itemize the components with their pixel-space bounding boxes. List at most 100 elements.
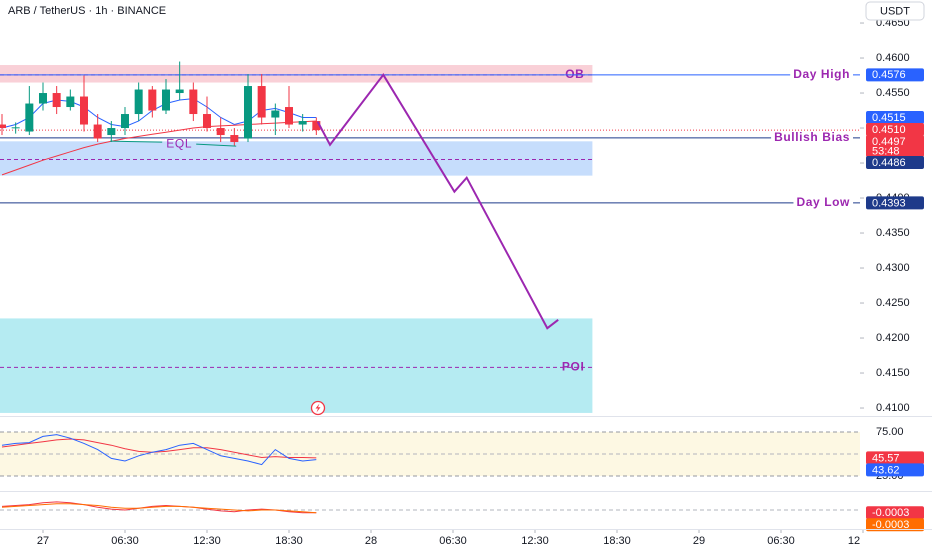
y-tick-label: 0.4150 bbox=[876, 367, 910, 379]
candle-body bbox=[107, 128, 116, 136]
x-tick-label: 28 bbox=[365, 535, 377, 547]
price-label-box bbox=[866, 123, 924, 137]
series-line bbox=[1, 501, 317, 514]
y-tick-label: 0.4550 bbox=[876, 87, 910, 99]
y-tick-label: 0.4250 bbox=[876, 297, 910, 309]
candle-body bbox=[257, 86, 266, 118]
x-tick-label: 06:30 bbox=[439, 535, 467, 547]
price-label-box bbox=[866, 135, 924, 158]
price-label-text: 0.4393 bbox=[872, 197, 906, 209]
level-label: Day High bbox=[793, 67, 850, 81]
candle-body bbox=[0, 124, 6, 129]
currency-label[interactable]: USDT bbox=[880, 5, 910, 17]
candle-body bbox=[79, 96, 88, 125]
candle-body bbox=[230, 135, 239, 143]
series-line bbox=[1, 503, 317, 514]
candle-body bbox=[216, 128, 225, 136]
price-label-text: 43.62 bbox=[872, 464, 900, 476]
x-tick-label: 12 bbox=[848, 535, 860, 547]
candle-body bbox=[284, 107, 293, 125]
x-tick-label: 12:30 bbox=[521, 535, 549, 547]
chart-title: ARB / TetherUS · 1h · BINANCE bbox=[8, 5, 166, 17]
eql-line bbox=[110, 140, 163, 143]
candle-body bbox=[66, 96, 75, 108]
level-label: Day Low bbox=[796, 195, 850, 209]
price-label-box bbox=[866, 156, 924, 170]
candle-body bbox=[25, 103, 34, 132]
y-tick-label: 75.00 bbox=[876, 426, 904, 438]
price-label-text: 0.4510 bbox=[872, 124, 906, 136]
level-label: Bullish Bias bbox=[774, 130, 850, 144]
price-label-text: 0.4486 bbox=[872, 157, 906, 169]
series-line bbox=[1, 120, 317, 176]
candle-body bbox=[202, 114, 211, 129]
y-tick-label: 0.4300 bbox=[876, 262, 910, 274]
projection-path bbox=[316, 73, 559, 330]
y-tick-label: 0.4200 bbox=[876, 332, 910, 344]
level-label-bg bbox=[790, 67, 853, 82]
x-tick-label: 18:30 bbox=[603, 535, 631, 547]
y-tick-label: 0.4350 bbox=[876, 227, 910, 239]
candle-body bbox=[312, 121, 321, 131]
zone bbox=[0, 318, 593, 413]
zone-label: OB bbox=[565, 67, 584, 81]
price-label-box bbox=[866, 196, 924, 210]
price-label-box bbox=[866, 451, 924, 465]
zone bbox=[0, 141, 593, 176]
x-tick-label: 12:30 bbox=[193, 535, 221, 547]
price-label: 0.4515 bbox=[866, 111, 924, 125]
candle-body bbox=[271, 110, 280, 118]
price-label: -0.0003 bbox=[866, 506, 924, 520]
candle-body bbox=[148, 89, 157, 111]
price-label-box bbox=[866, 463, 924, 477]
y-tick-label: 0.4600 bbox=[876, 52, 910, 64]
price-label-text: -0.0003 bbox=[872, 519, 909, 531]
x-tick-label: 18:30 bbox=[275, 535, 303, 547]
eql-line bbox=[196, 143, 237, 147]
level-label-bg bbox=[771, 129, 853, 144]
price-label: -0.0003 bbox=[866, 518, 924, 532]
price-label: 0.4393 bbox=[866, 196, 924, 210]
candle-body bbox=[161, 89, 170, 111]
candle-body bbox=[120, 114, 129, 129]
price-label-box bbox=[866, 111, 924, 125]
price-label-box bbox=[866, 518, 924, 532]
x-tick-label: 29 bbox=[693, 535, 705, 547]
series-line bbox=[1, 438, 317, 459]
candle-body bbox=[52, 93, 61, 108]
x-tick-label: 27 bbox=[37, 535, 49, 547]
candle-body bbox=[11, 127, 20, 129]
price-label: 0.4576 bbox=[866, 68, 924, 82]
price-label-box bbox=[866, 506, 924, 520]
price-label: 43.62 bbox=[866, 463, 924, 477]
countdown: 53:48 bbox=[872, 145, 900, 157]
price-label-text: 0.4576 bbox=[872, 69, 906, 81]
price-label: 0.4486 bbox=[866, 156, 924, 170]
alert-icon[interactable] bbox=[310, 400, 326, 416]
annotation: EQL bbox=[166, 136, 192, 150]
candle-body bbox=[38, 93, 47, 104]
price-label: 0.4510 bbox=[866, 123, 924, 137]
candle-body bbox=[175, 89, 184, 94]
y-tick-label: 0.4100 bbox=[876, 402, 910, 414]
candle-body bbox=[298, 121, 307, 125]
price-label-text: 0.4515 bbox=[872, 112, 906, 124]
level-label-bg bbox=[793, 195, 854, 210]
x-tick-label: 06:30 bbox=[111, 535, 139, 547]
currency-button[interactable] bbox=[865, 1, 925, 21]
price-label: 45.57 bbox=[866, 451, 924, 465]
price-label-box bbox=[866, 68, 924, 82]
price-label-text: 45.57 bbox=[872, 452, 900, 464]
series-line bbox=[1, 434, 317, 466]
candle-body bbox=[189, 89, 198, 115]
zone-label: POI bbox=[562, 360, 584, 374]
candle-body bbox=[134, 89, 143, 115]
zone bbox=[0, 65, 593, 83]
price-label-text: -0.0003 bbox=[872, 507, 909, 519]
x-tick-label: 06:30 bbox=[767, 535, 795, 547]
plot-layer: 0.46500.46000.45500.45000.44500.44000.43… bbox=[0, 17, 924, 547]
price-label-text: 0.4497 bbox=[872, 136, 906, 148]
candle-body bbox=[93, 124, 102, 139]
